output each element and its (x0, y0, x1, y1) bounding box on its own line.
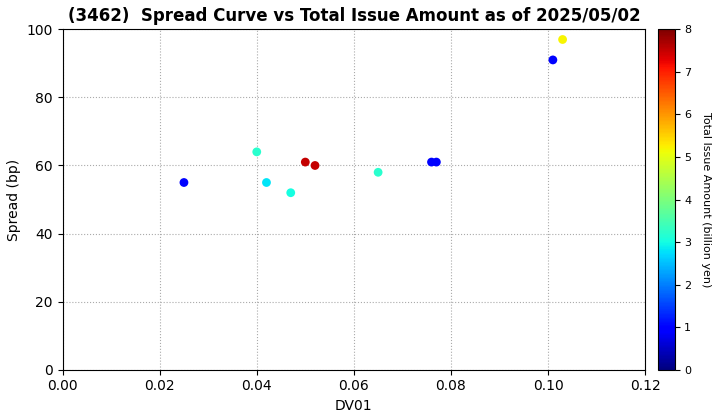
Point (251, 149, 263, 155)
Point (310, 162, 321, 169)
Title: (3462)  Spread Curve vs Total Issue Amount as of 2025/05/02: (3462) Spread Curve vs Total Issue Amoun… (68, 7, 640, 25)
Point (426, 159, 437, 165)
Point (285, 189, 297, 196)
Point (300, 159, 311, 165)
Point (547, 57, 559, 63)
Y-axis label: Total Issue Amount (billion yen): Total Issue Amount (billion yen) (701, 112, 711, 287)
Y-axis label: Spread (bp): Spread (bp) (7, 158, 21, 241)
Point (557, 36, 568, 43)
Point (431, 159, 442, 165)
X-axis label: DV01: DV01 (335, 399, 373, 413)
Point (372, 169, 384, 176)
Point (261, 179, 272, 186)
Point (178, 179, 189, 186)
